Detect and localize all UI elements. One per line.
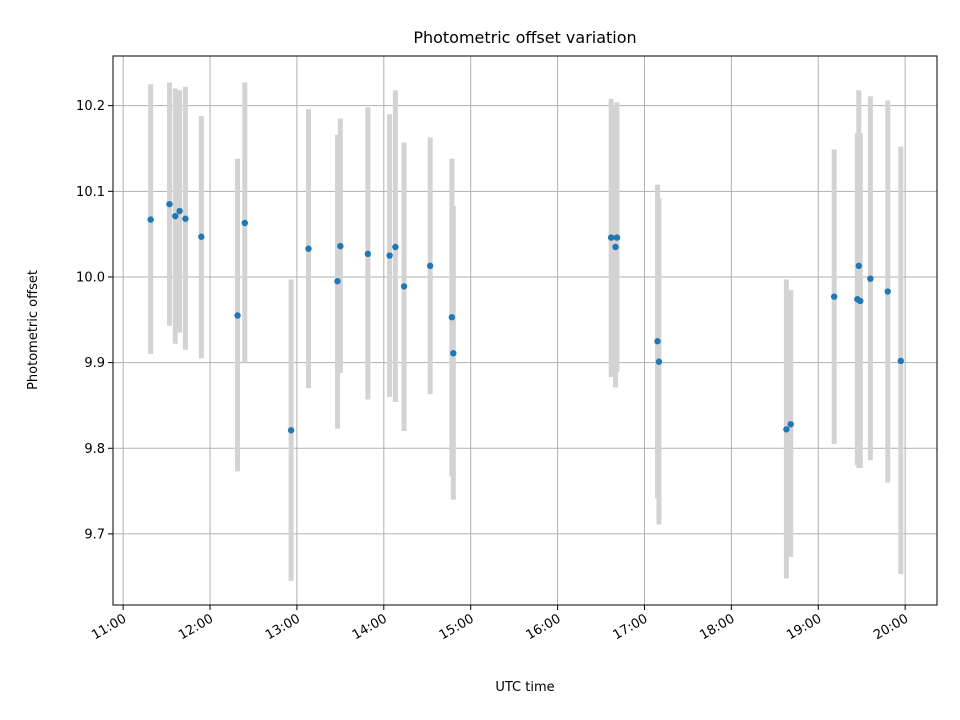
data-point [147, 216, 154, 223]
data-point [400, 283, 408, 290]
y-axis-ticks: 9.7 9.8 9.9 10.0 10.1 10.2 [76, 99, 113, 542]
data-point [364, 250, 372, 258]
data-point [241, 219, 248, 227]
data-point [182, 215, 189, 222]
data-point [176, 207, 183, 215]
data-point [783, 426, 790, 433]
data-point [787, 421, 794, 428]
data-point [655, 358, 663, 365]
data-point [337, 242, 344, 250]
data-point [884, 288, 891, 295]
y-tick-label: 10.1 [76, 185, 105, 200]
data-point [386, 252, 393, 259]
y-tick-label: 10.0 [76, 270, 105, 285]
data-point [234, 312, 241, 319]
chart-title: Photometric offset variation [413, 28, 636, 47]
data-point [613, 234, 621, 241]
grid [113, 56, 937, 605]
y-tick-label: 9.9 [84, 356, 105, 371]
y-tick-label: 10.2 [76, 99, 105, 114]
data-point [334, 278, 341, 285]
data-point [172, 212, 179, 220]
data-point [166, 200, 173, 208]
data-point [654, 338, 661, 345]
data-point [857, 297, 864, 305]
data-point [305, 245, 312, 252]
data-point [287, 427, 295, 434]
data-points [147, 200, 904, 434]
y-tick-label: 9.7 [84, 527, 105, 542]
data-point [830, 293, 838, 300]
data-point [448, 314, 456, 321]
y-tick-label: 9.8 [84, 442, 105, 457]
data-point [426, 262, 434, 270]
data-point [867, 275, 874, 282]
data-point [612, 243, 619, 251]
y-axis-label: Photometric offset [26, 270, 41, 390]
data-point [897, 357, 904, 365]
plot-frame [112, 55, 938, 606]
data-point [450, 349, 457, 357]
data-point [392, 243, 399, 251]
data-point [607, 234, 615, 241]
data-point [198, 233, 205, 240]
x-axis-label: UTC time [495, 680, 554, 695]
data-point [855, 262, 862, 270]
